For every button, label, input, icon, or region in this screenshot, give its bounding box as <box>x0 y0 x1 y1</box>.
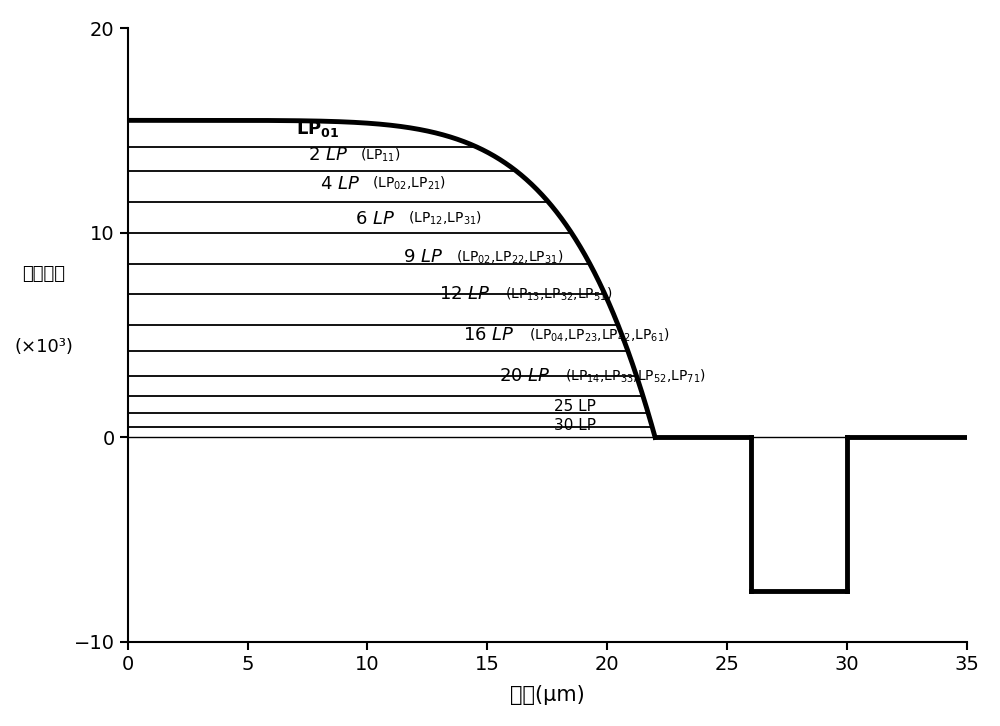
Text: 25 LP: 25 LP <box>554 399 596 414</box>
Text: (LP$_{14}$,LP$_{33}$,LP$_{52}$,LP$_{71}$): (LP$_{14}$,LP$_{33}$,LP$_{52}$,LP$_{71}$… <box>565 367 706 385</box>
Text: $\bf\it{2\ LP}$: $\bf\it{2\ LP}$ <box>308 146 348 164</box>
X-axis label: 半径(μm): 半径(μm) <box>510 685 585 705</box>
Text: $\bf\it{9\ LP}$: $\bf\it{9\ LP}$ <box>403 248 444 266</box>
Text: (LP$_{12}$,LP$_{31}$): (LP$_{12}$,LP$_{31}$) <box>408 210 482 227</box>
Text: (LP$_{02}$,LP$_{22}$,LP$_{31}$): (LP$_{02}$,LP$_{22}$,LP$_{31}$) <box>456 249 564 266</box>
Text: 30 LP: 30 LP <box>554 417 596 433</box>
Text: $\bf\it{16\ LP}$: $\bf\it{16\ LP}$ <box>463 326 515 344</box>
Text: (LP$_{04}$,LP$_{23}$,LP$_{42}$,LP$_{61}$): (LP$_{04}$,LP$_{23}$,LP$_{42}$,LP$_{61}$… <box>529 327 670 344</box>
Text: (LP$_{13}$,LP$_{32}$,LP$_{51}$): (LP$_{13}$,LP$_{32}$,LP$_{51}$) <box>505 285 613 303</box>
Text: (LP$_{11}$): (LP$_{11}$) <box>360 147 401 164</box>
Text: (×10³): (×10³) <box>14 338 73 356</box>
Text: $\bf\it{4\ LP}$: $\bf\it{4\ LP}$ <box>320 175 360 193</box>
Text: $\bf\it{20\ LP}$: $\bf\it{20\ LP}$ <box>499 367 551 385</box>
Text: 折射率差: 折射率差 <box>22 265 65 282</box>
Text: $\mathbf{LP_{01}}$: $\mathbf{LP_{01}}$ <box>296 118 339 139</box>
Text: (LP$_{02}$,LP$_{21}$): (LP$_{02}$,LP$_{21}$) <box>372 175 446 192</box>
Text: $\bf\it{12\ LP}$: $\bf\it{12\ LP}$ <box>439 285 491 303</box>
Text: $\bf\it{6\ LP}$: $\bf\it{6\ LP}$ <box>355 210 396 227</box>
